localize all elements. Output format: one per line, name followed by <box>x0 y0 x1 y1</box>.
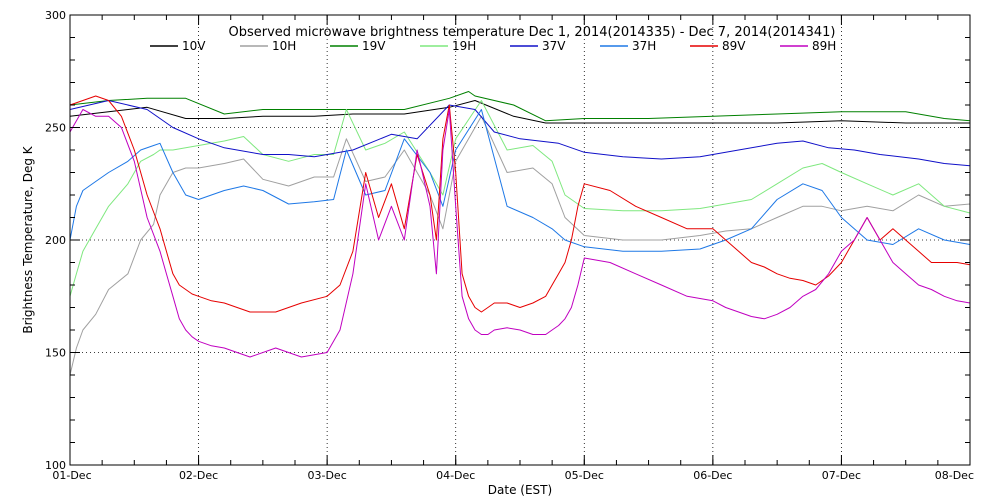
legend-label-89V: 89V <box>722 39 746 53</box>
x-tick-label: 01-Dec <box>52 469 91 482</box>
legend: 10V 10H 19V 19H 37V 37H 89V 89H <box>150 39 836 53</box>
x-tick-label: 04-Dec <box>436 469 475 482</box>
series-layer <box>69 91 971 376</box>
y-tick-label: 100 <box>45 459 66 472</box>
series-line-10V <box>69 100 970 124</box>
chart-title: Observed microwave brightness temperatur… <box>229 25 836 40</box>
grid <box>70 15 970 465</box>
x-tick-label: 03-Dec <box>308 469 347 482</box>
legend-label-37V: 37V <box>542 39 566 53</box>
series-line-89V <box>69 95 971 313</box>
series-line-37H <box>69 109 971 252</box>
series-line-37V <box>69 100 971 167</box>
axes: 100 150 200 250 300 01-Dec 02-Dec 03-Dec 04-Dec 0… <box>45 9 974 482</box>
y-tick-label: 200 <box>45 234 66 247</box>
series-line-19H <box>69 100 971 297</box>
x-axis-label: Date (EST) <box>488 483 552 497</box>
legend-label-10H: 10H <box>272 39 296 53</box>
legend-label-19H: 19H <box>452 39 476 53</box>
x-tick-label: 08-Dec <box>935 469 974 482</box>
y-tick-label: 150 <box>45 347 66 360</box>
legend-label-37H: 37H <box>632 39 656 53</box>
y-axis-label: Brightness Temperature, Deg K <box>21 145 35 333</box>
legend-label-19V: 19V <box>362 39 386 53</box>
legend-label-89H: 89H <box>812 39 836 53</box>
x-tick-label: 05-Dec <box>565 469 604 482</box>
x-tick-label: 06-Dec <box>693 469 732 482</box>
series-line-19V <box>69 91 971 122</box>
legend-label-10V: 10V <box>182 39 206 53</box>
x-tick-label: 02-Dec <box>179 469 218 482</box>
y-tick-label: 300 <box>45 9 66 22</box>
x-tick-label: 07-Dec <box>822 469 861 482</box>
series-line-89H <box>69 109 971 358</box>
y-tick-label: 250 <box>45 122 66 135</box>
series-line-10H <box>69 115 971 376</box>
